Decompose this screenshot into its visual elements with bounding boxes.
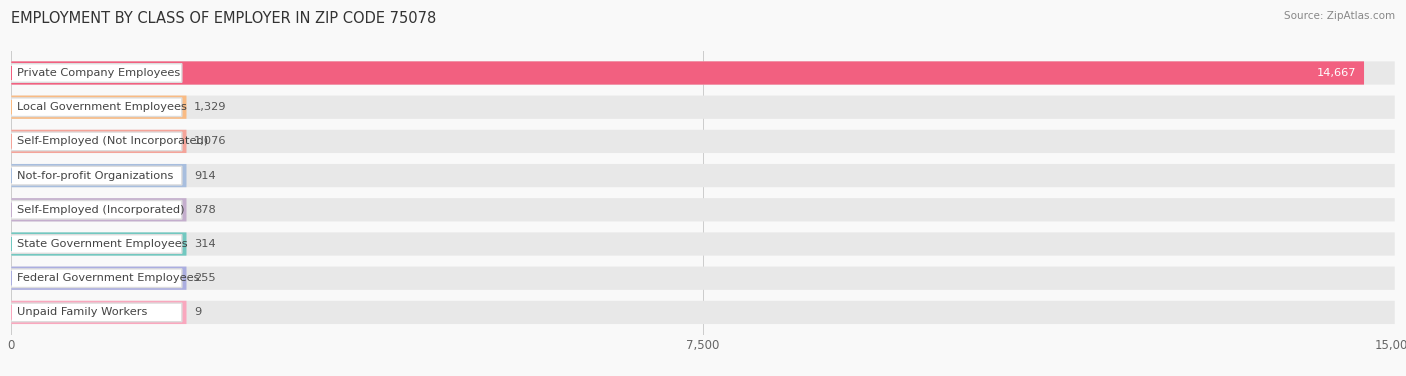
Text: 314: 314 — [194, 239, 215, 249]
Text: EMPLOYMENT BY CLASS OF EMPLOYER IN ZIP CODE 75078: EMPLOYMENT BY CLASS OF EMPLOYER IN ZIP C… — [11, 11, 436, 26]
Text: Local Government Employees: Local Government Employees — [17, 102, 187, 112]
Text: State Government Employees: State Government Employees — [17, 239, 187, 249]
FancyBboxPatch shape — [11, 301, 187, 324]
FancyBboxPatch shape — [11, 301, 1395, 324]
FancyBboxPatch shape — [11, 267, 1395, 290]
FancyBboxPatch shape — [11, 61, 1395, 85]
FancyBboxPatch shape — [11, 200, 181, 219]
Text: Unpaid Family Workers: Unpaid Family Workers — [17, 308, 148, 317]
Text: Federal Government Employees: Federal Government Employees — [17, 273, 200, 283]
FancyBboxPatch shape — [11, 166, 181, 185]
FancyBboxPatch shape — [11, 61, 1364, 85]
FancyBboxPatch shape — [11, 267, 187, 290]
FancyBboxPatch shape — [11, 232, 187, 256]
FancyBboxPatch shape — [11, 96, 187, 119]
Text: 255: 255 — [194, 273, 215, 283]
Text: Self-Employed (Incorporated): Self-Employed (Incorporated) — [17, 205, 184, 215]
Text: Self-Employed (Not Incorporated): Self-Employed (Not Incorporated) — [17, 136, 208, 146]
Text: 1,329: 1,329 — [194, 102, 226, 112]
FancyBboxPatch shape — [11, 198, 1395, 221]
FancyBboxPatch shape — [11, 164, 187, 187]
FancyBboxPatch shape — [11, 303, 181, 322]
FancyBboxPatch shape — [11, 198, 187, 221]
Text: 878: 878 — [194, 205, 215, 215]
Text: Source: ZipAtlas.com: Source: ZipAtlas.com — [1284, 11, 1395, 21]
Text: 914: 914 — [194, 171, 215, 180]
Text: Private Company Employees: Private Company Employees — [17, 68, 180, 78]
Text: 14,667: 14,667 — [1317, 68, 1357, 78]
Text: Not-for-profit Organizations: Not-for-profit Organizations — [17, 171, 173, 180]
FancyBboxPatch shape — [11, 96, 1395, 119]
FancyBboxPatch shape — [11, 232, 1395, 256]
FancyBboxPatch shape — [11, 130, 187, 153]
FancyBboxPatch shape — [11, 235, 181, 253]
Text: 9: 9 — [194, 308, 201, 317]
FancyBboxPatch shape — [11, 130, 1395, 153]
FancyBboxPatch shape — [11, 269, 181, 288]
FancyBboxPatch shape — [11, 98, 181, 117]
Text: 1,076: 1,076 — [194, 136, 226, 146]
FancyBboxPatch shape — [11, 64, 181, 82]
FancyBboxPatch shape — [11, 164, 1395, 187]
FancyBboxPatch shape — [11, 132, 181, 151]
